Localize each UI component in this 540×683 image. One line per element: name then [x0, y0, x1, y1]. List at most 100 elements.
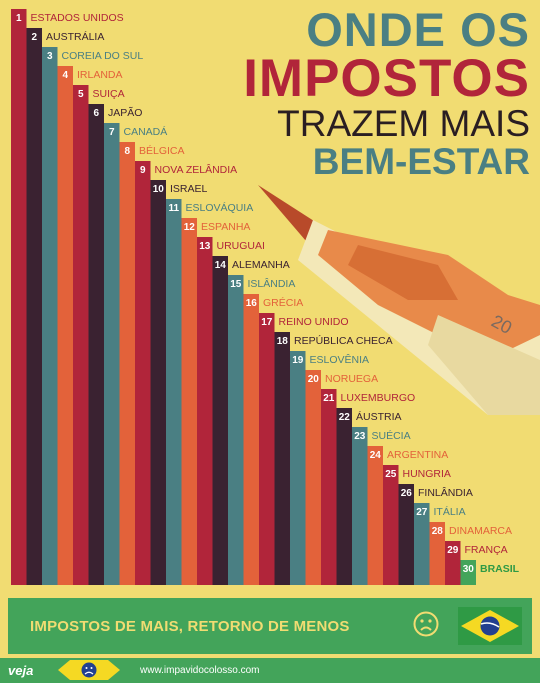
bar [26, 28, 42, 585]
country-label: ISLÂNDIA [248, 277, 296, 290]
bar [259, 313, 275, 585]
ranking-bar-21: 21 LUXEMBURGO [321, 389, 415, 585]
bar [321, 389, 337, 585]
country-label: LUXEMBURGO [341, 392, 416, 404]
bar [197, 237, 213, 585]
bar [274, 332, 290, 585]
sad-face-icon [413, 611, 439, 637]
country-label: ESLOVÁQUIA [186, 201, 254, 214]
rank-number: 3 [47, 51, 53, 62]
slogan-text: IMPOSTOS DE MAIS, RETORNO DE MENOS [30, 618, 350, 635]
banknote-edge [428, 315, 540, 415]
rank-number: 10 [153, 184, 165, 195]
rank-number: 2 [31, 32, 37, 43]
bar [104, 123, 120, 585]
country-label: ISRAEL [170, 183, 208, 195]
ranking-bar-1: 1 ESTADOS UNIDOS [11, 9, 124, 585]
rank-number: 28 [432, 526, 444, 537]
bar [398, 484, 414, 585]
rank-number: 26 [401, 488, 413, 499]
ranking-bar-6: 6 JAPÃO [88, 104, 142, 585]
country-label: FINLÂNDIA [418, 486, 473, 499]
bar [119, 142, 135, 585]
title-line-1: ONDE OS [306, 3, 530, 56]
country-label: ESPANHA [201, 221, 250, 233]
country-label: BRASIL [480, 563, 520, 575]
country-label: URUGUAI [217, 240, 265, 252]
rank-number: 15 [230, 279, 242, 290]
rank-number: 30 [463, 564, 475, 575]
country-label: BÉLGICA [139, 144, 185, 157]
title-line-2: IMPOSTOS [243, 49, 530, 108]
title-line-3: TRAZEM MAIS [277, 103, 530, 144]
ranking-bar-26: 26 FINLÂNDIA [398, 484, 473, 585]
country-label: ARGENTINA [387, 449, 448, 461]
title-line-4: BEM-ESTAR [312, 141, 530, 182]
country-label: FRANÇA [465, 544, 508, 556]
ranking-bar-28: 28 DINAMARCA [429, 522, 512, 585]
bar [73, 85, 89, 585]
rank-number: 11 [168, 203, 179, 214]
rank-number: 29 [447, 545, 459, 556]
bar [11, 9, 27, 585]
bar [181, 218, 197, 585]
bar [336, 408, 352, 585]
bar [367, 446, 383, 585]
country-label: IRLANDA [77, 69, 123, 81]
rank-number: 14 [215, 260, 227, 271]
footer-logo: veja [8, 663, 34, 678]
ranking-bar-18: 18 REPÚBLICA CHECA [274, 332, 393, 585]
country-label: NORUEGA [325, 373, 378, 385]
rank-number: 19 [292, 355, 304, 366]
ranking-bar-15: 15 ISLÂNDIA [228, 275, 295, 585]
country-label: AUSTRÁLIA [46, 30, 104, 43]
brazil-flag-icon [458, 607, 522, 645]
ranking-bar-11: 11 ESLOVÁQUIA [166, 199, 253, 585]
country-label: JAPÃO [108, 106, 142, 119]
ranking-bar-13: 13 URUGUAI [197, 237, 265, 585]
ranking-bar-3: 3 COREIA DO SUL [42, 47, 143, 585]
rank-number: 12 [184, 222, 196, 233]
bar [305, 370, 321, 585]
bar [166, 199, 182, 585]
bar [228, 275, 244, 585]
ranking-bar-19: 19 ESLOVÊNIA [290, 351, 369, 585]
ranking-bar-27: 27 ITÁLIA [414, 503, 466, 585]
bar [42, 47, 58, 585]
bar [383, 465, 399, 585]
rank-number: 1 [16, 13, 22, 24]
ranking-bar-10: 10 ISRAEL [150, 180, 208, 585]
rank-number: 5 [78, 89, 84, 100]
ranking-bar-5: 5 SUIÇA [73, 85, 125, 585]
ranking-bar-29: 29 FRANÇA [445, 541, 508, 585]
country-label: GRÉCIA [263, 296, 303, 309]
ranking-bar-9: 9 NOVA ZELÂNDIA [135, 161, 237, 585]
country-label: DINAMARCA [449, 525, 512, 537]
rank-number: 20 [308, 374, 320, 385]
footer-url[interactable]: www.impavidocolosso.com [140, 665, 260, 676]
country-label: CANADÁ [124, 125, 168, 138]
country-label: HUNGRIA [403, 468, 451, 480]
slogan-banner: IMPOSTOS DE MAIS, RETORNO DE MENOS [8, 598, 532, 654]
ranking-bar-16: 16 GRÉCIA [243, 294, 303, 585]
rank-number: 6 [93, 108, 99, 119]
ranking-bar-12: 12 ESPANHA [181, 218, 250, 585]
country-label: SUÉCIA [372, 429, 411, 442]
ranking-bar-4: 4 IRLANDA [57, 66, 123, 585]
bar [135, 161, 151, 585]
rank-number: 23 [354, 431, 366, 442]
country-label: ESLOVÊNIA [310, 353, 370, 366]
bar [243, 294, 259, 585]
bar [290, 351, 306, 585]
bar [414, 503, 430, 585]
ranking-bar-23: 23 SUÉCIA [352, 427, 411, 585]
bar [88, 104, 104, 585]
rank-number: 13 [199, 241, 211, 252]
rank-number: 4 [62, 70, 68, 81]
country-label: ÁUSTRIA [356, 410, 402, 423]
ranking-bar-8: 8 BÉLGICA [119, 142, 185, 585]
ranking-bar-25: 25 HUNGRIA [383, 465, 451, 585]
rank-number: 27 [416, 507, 428, 518]
country-label: ESTADOS UNIDOS [31, 12, 124, 24]
